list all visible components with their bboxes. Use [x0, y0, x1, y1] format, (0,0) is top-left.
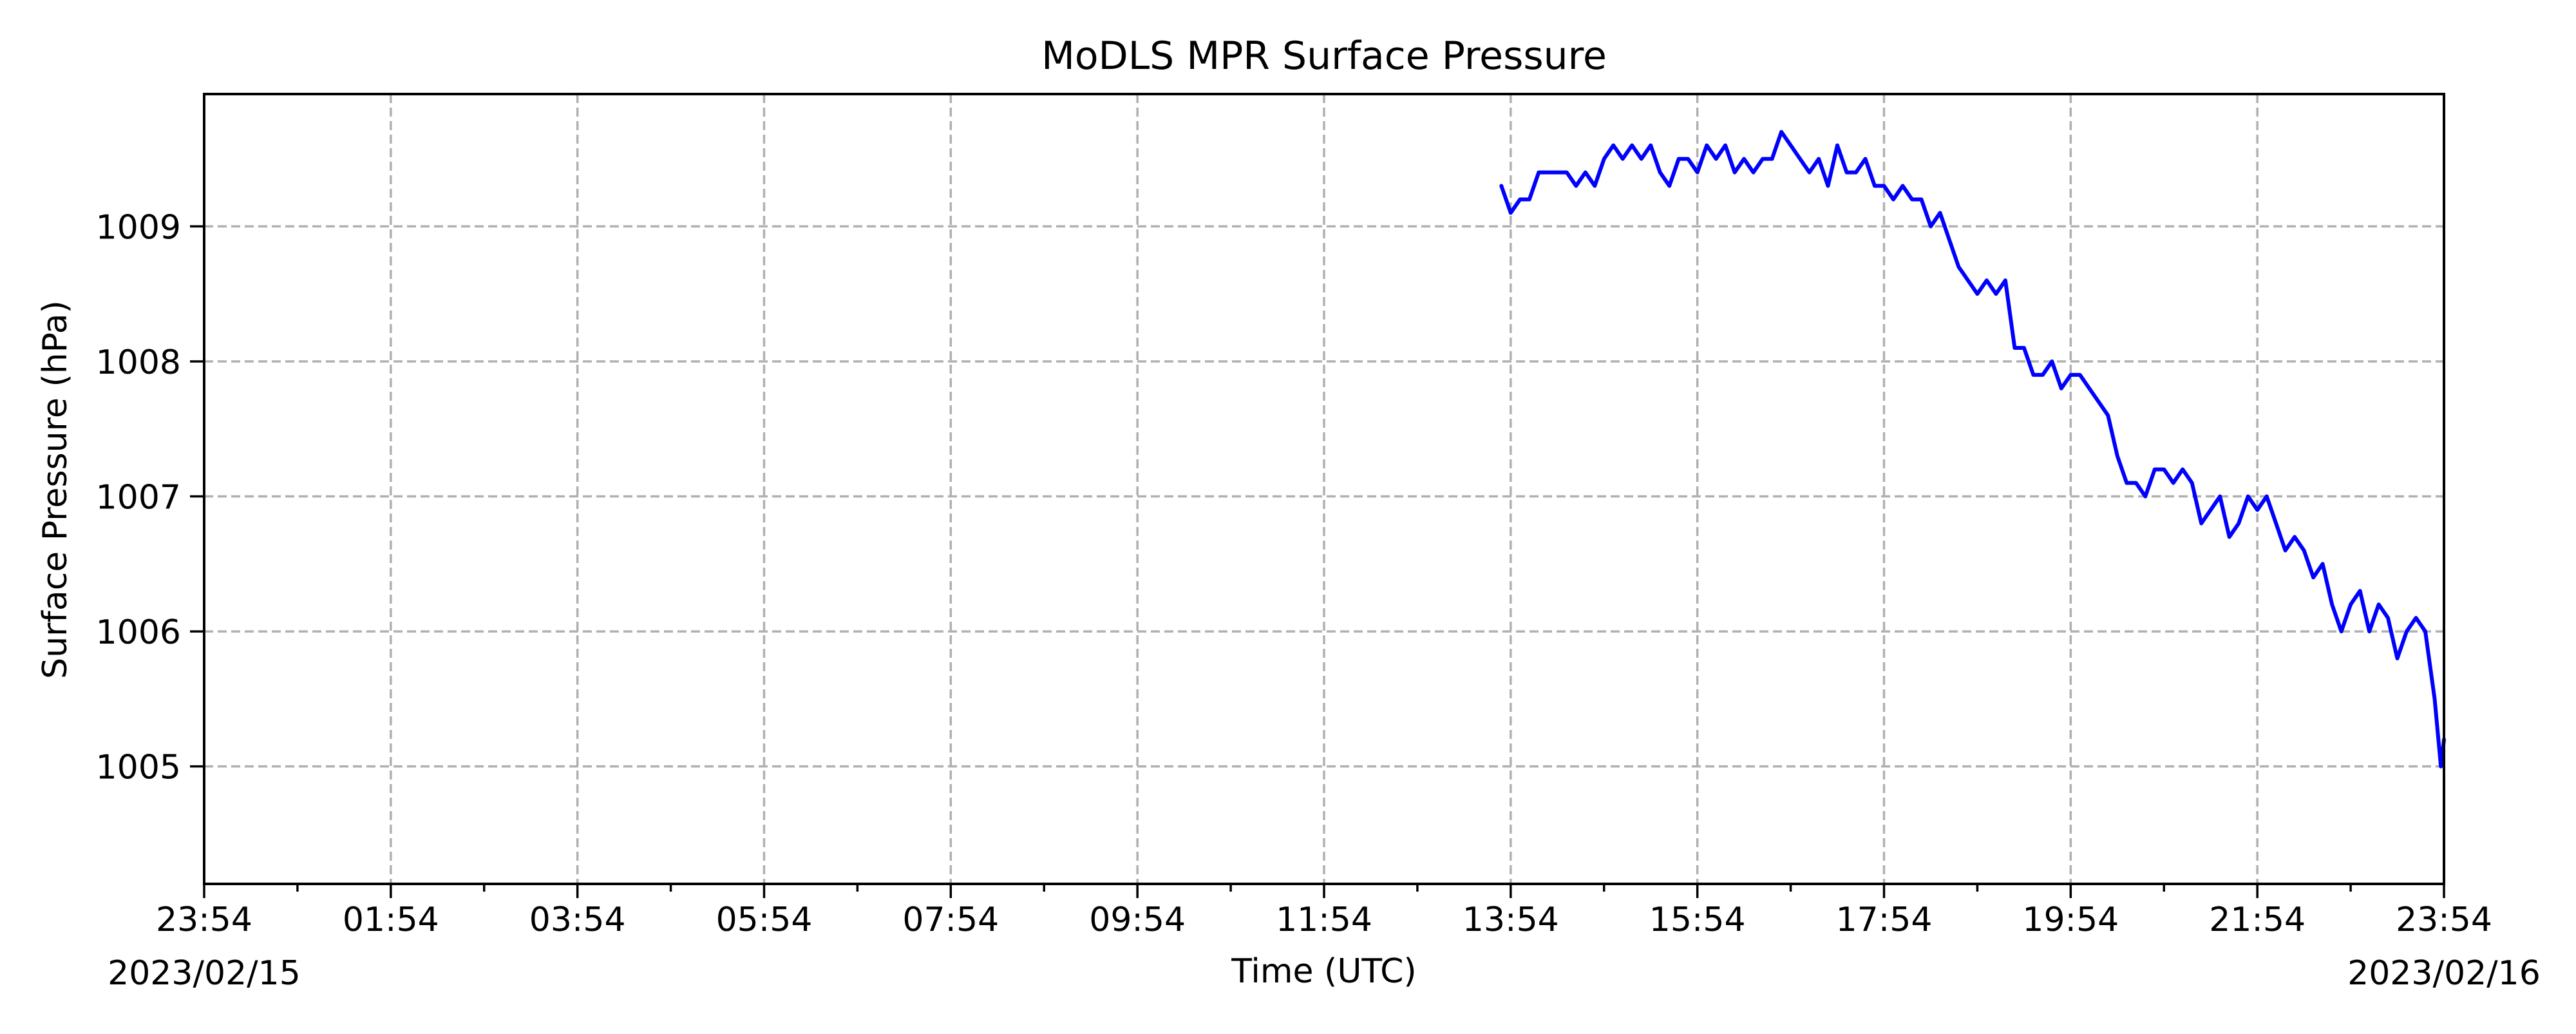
- chart-title: MoDLS MPR Surface Pressure: [1041, 34, 1607, 79]
- x-tick-label: 15:54: [1649, 901, 1746, 939]
- x-tick-label: 01:54: [343, 901, 439, 939]
- x-tick-label: 11:54: [1276, 901, 1372, 939]
- x-tick-label: 21:54: [2209, 901, 2306, 939]
- x-date-label: 2023/02/16: [2347, 954, 2541, 993]
- y-tick-label: 1009: [96, 208, 181, 247]
- y-tick-label: 1005: [96, 749, 181, 787]
- x-tick-label: 07:54: [902, 901, 999, 939]
- x-tick-label: 13:54: [1463, 901, 1559, 939]
- x-axis-label: Time (UTC): [1231, 952, 1416, 991]
- x-date-label: 2023/02/15: [108, 954, 301, 993]
- x-tick-label: 05:54: [716, 901, 813, 939]
- y-tick-label: 1006: [96, 613, 181, 652]
- x-tick-label: 03:54: [529, 901, 626, 939]
- y-tick-label: 1008: [96, 343, 181, 382]
- x-tick-label: 17:54: [1836, 901, 1933, 939]
- x-tick-label: 19:54: [2022, 901, 2119, 939]
- x-tick-label: 23:54: [156, 901, 252, 939]
- x-tick-label: 23:54: [2396, 901, 2492, 939]
- y-tick-label: 1007: [96, 479, 181, 517]
- y-axis-label: Surface Pressure (hPa): [36, 300, 75, 679]
- x-tick-label: 09:54: [1089, 901, 1186, 939]
- pressure-series-line: [1499, 129, 2446, 769]
